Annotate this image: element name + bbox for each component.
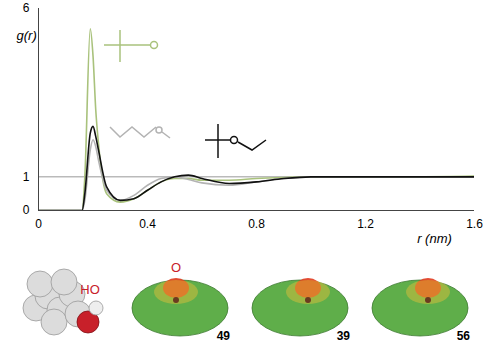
svg-text:g(r): g(r) <box>17 28 37 43</box>
svg-text:1.6: 1.6 <box>466 217 483 231</box>
svg-text:1: 1 <box>23 170 30 184</box>
svg-text:39: 39 <box>337 329 351 343</box>
svg-text:r (nm): r (nm) <box>417 231 452 246</box>
svg-text:0: 0 <box>35 217 42 231</box>
svg-text:56: 56 <box>457 329 471 343</box>
svg-text:HO: HO <box>80 282 100 297</box>
svg-text:O: O <box>171 260 181 275</box>
svg-text:6: 6 <box>23 1 30 15</box>
svg-text:0: 0 <box>23 203 30 217</box>
svg-text:1.2: 1.2 <box>357 217 374 231</box>
svg-text:0.8: 0.8 <box>248 217 265 231</box>
svg-text:49: 49 <box>217 329 231 343</box>
svg-text:0.4: 0.4 <box>139 217 156 231</box>
